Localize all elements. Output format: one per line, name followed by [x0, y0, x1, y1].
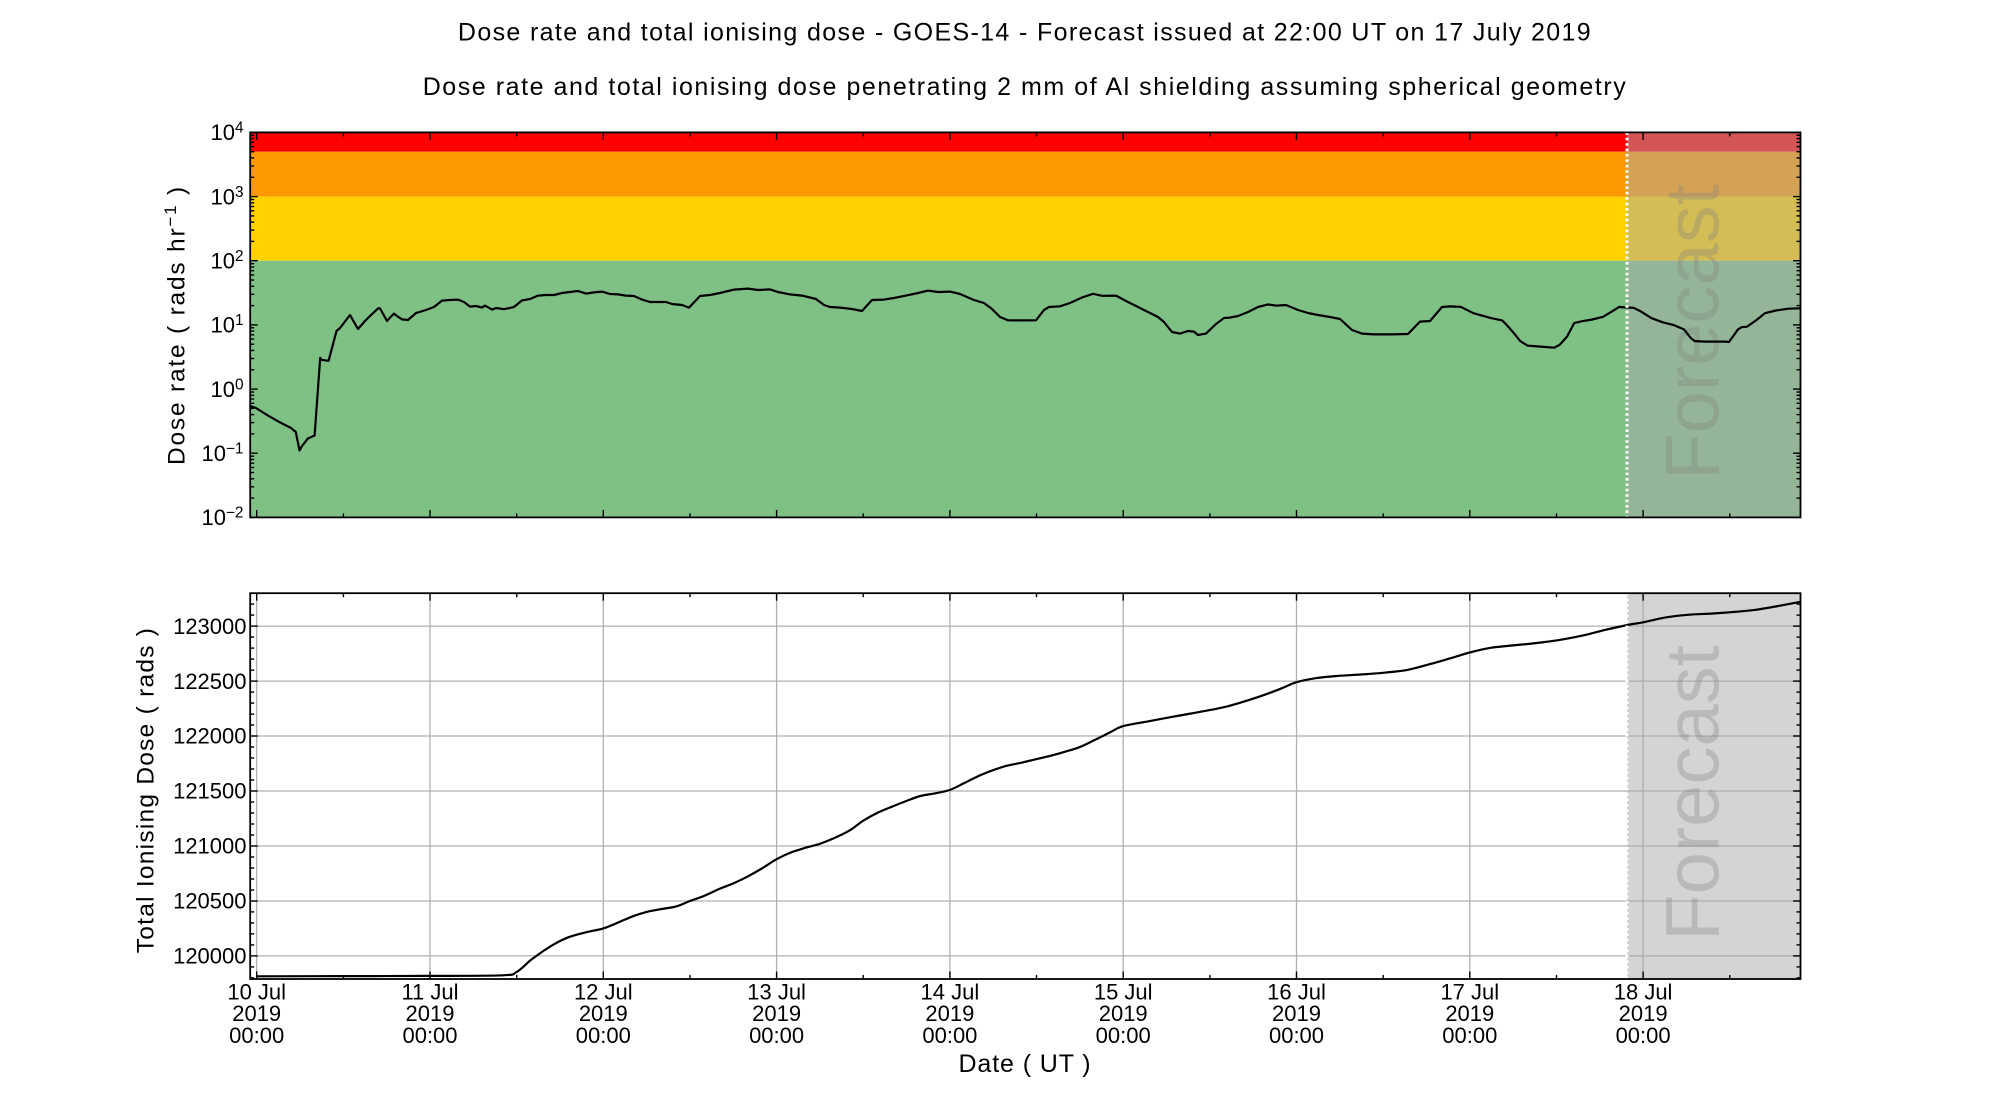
svg-text:00:00: 00:00: [576, 1023, 631, 1048]
svg-text:14 Jul: 14 Jul: [921, 980, 980, 1005]
svg-text:Date ( UT ): Date ( UT ): [958, 1050, 1091, 1078]
svg-text:2019: 2019: [1445, 1001, 1494, 1026]
svg-text:Forecast: Forecast: [1651, 184, 1736, 480]
svg-text:10−2: 10−2: [201, 505, 243, 531]
svg-text:Forecast: Forecast: [1651, 645, 1736, 941]
svg-text:Dose rate and total ionising d: Dose rate and total ionising dose - GOES…: [458, 19, 1592, 47]
svg-text:122000: 122000: [173, 724, 246, 749]
svg-text:12 Jul: 12 Jul: [574, 980, 633, 1005]
svg-text:104: 104: [210, 120, 243, 146]
svg-text:10 Jul: 10 Jul: [227, 980, 286, 1005]
svg-text:18 Jul: 18 Jul: [1614, 980, 1673, 1005]
svg-text:00:00: 00:00: [402, 1023, 457, 1048]
svg-text:123000: 123000: [173, 614, 246, 639]
svg-text:120500: 120500: [173, 889, 246, 914]
svg-text:00:00: 00:00: [1096, 1023, 1151, 1048]
svg-text:Dose rate and total ionising d: Dose rate and total ionising dose penetr…: [423, 73, 1628, 101]
svg-text:2019: 2019: [1272, 1001, 1321, 1026]
svg-text:2019: 2019: [1619, 1001, 1668, 1026]
svg-text:2019: 2019: [1099, 1001, 1148, 1026]
svg-text:121500: 121500: [173, 779, 246, 804]
svg-text:103: 103: [210, 184, 243, 210]
svg-text:17 Jul: 17 Jul: [1440, 980, 1499, 1005]
svg-text:10−1: 10−1: [201, 440, 243, 466]
svg-text:120000: 120000: [173, 944, 246, 969]
svg-text:121000: 121000: [173, 834, 246, 859]
svg-text:Total Ionising Dose ( rads ): Total Ionising Dose ( rads ): [133, 627, 160, 953]
svg-text:00:00: 00:00: [229, 1023, 284, 1048]
svg-text:122500: 122500: [173, 669, 246, 694]
svg-text:00:00: 00:00: [1616, 1023, 1671, 1048]
svg-text:11 Jul: 11 Jul: [401, 980, 458, 1005]
svg-text:2019: 2019: [925, 1001, 974, 1026]
svg-text:2019: 2019: [579, 1001, 628, 1026]
svg-text:2019: 2019: [752, 1001, 801, 1026]
svg-text:2019: 2019: [232, 1001, 281, 1026]
svg-text:00:00: 00:00: [1442, 1023, 1497, 1048]
svg-text:Dose rate ( rads hr−1 ): Dose rate ( rads hr−1 ): [161, 185, 191, 465]
svg-text:15 Jul: 15 Jul: [1094, 980, 1153, 1005]
svg-text:102: 102: [210, 248, 243, 274]
svg-text:100: 100: [210, 376, 243, 402]
svg-text:00:00: 00:00: [1269, 1023, 1324, 1048]
svg-text:00:00: 00:00: [922, 1023, 977, 1048]
svg-text:101: 101: [210, 312, 243, 338]
svg-text:16 Jul: 16 Jul: [1267, 980, 1326, 1005]
svg-text:13 Jul: 13 Jul: [747, 980, 806, 1005]
svg-text:2019: 2019: [406, 1001, 455, 1026]
svg-text:00:00: 00:00: [749, 1023, 804, 1048]
